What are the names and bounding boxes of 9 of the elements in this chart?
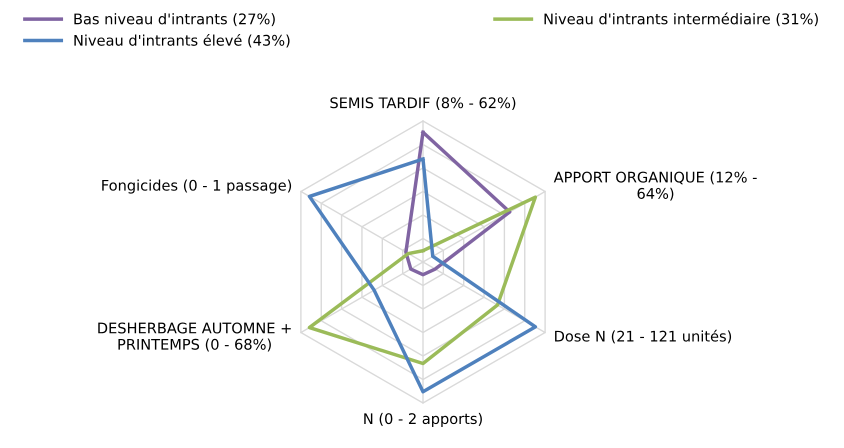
spoke-label: DESHERBAGE AUTOMNE + PRINTEMPS (0 - 68%) (98, 322, 291, 352)
spoke-label: Fongicides (0 - 1 passage) (102, 180, 292, 194)
spoke-label: N (0 - 2 apports) (364, 412, 482, 427)
spoke-label: Dose N (21 - 121 unités) (555, 330, 732, 344)
spoke-label: SEMIS TARDIF (8% - 62%) (330, 97, 516, 110)
spoke-label: APPORT ORGANIQUE (12% - 64%) (554, 171, 757, 201)
legend-label: Bas niveau d'intrants (27%) (74, 13, 275, 26)
legend-label: Niveau d'intrants intermédiaire (31%) (544, 12, 818, 26)
legend-label: Niveau d'intrants élevé (43%) (74, 34, 290, 48)
